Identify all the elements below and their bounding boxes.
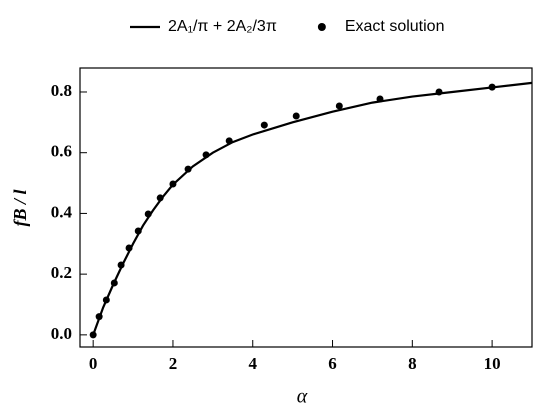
point bbox=[89, 331, 97, 339]
point bbox=[156, 194, 164, 202]
x-tick-label: 8 bbox=[408, 354, 417, 373]
y-tick-label: 0.6 bbox=[51, 142, 72, 161]
legend-dot bbox=[317, 23, 326, 31]
y-tick-label: 0.4 bbox=[51, 202, 73, 221]
point bbox=[125, 244, 133, 252]
y-tick-label: 0.8 bbox=[51, 81, 72, 100]
point bbox=[117, 261, 125, 269]
point bbox=[488, 83, 496, 91]
x-tick-label: 0 bbox=[89, 354, 98, 373]
y-axis-label: fB / l bbox=[10, 189, 30, 226]
x-tick-label: 6 bbox=[328, 354, 337, 373]
point bbox=[110, 279, 118, 287]
point bbox=[102, 296, 110, 304]
x-axis-label: α bbox=[297, 386, 308, 408]
x-tick-label: 2 bbox=[169, 354, 178, 373]
point bbox=[335, 102, 343, 110]
point bbox=[169, 180, 177, 188]
point bbox=[202, 151, 210, 159]
curve bbox=[92, 81, 533, 336]
point bbox=[260, 121, 268, 129]
point bbox=[95, 313, 103, 321]
point bbox=[376, 95, 384, 103]
plot-frame bbox=[79, 67, 533, 348]
y-tick-label: 0.2 bbox=[51, 263, 72, 282]
point bbox=[144, 210, 152, 218]
point bbox=[435, 88, 443, 96]
point bbox=[184, 165, 192, 173]
point bbox=[225, 137, 233, 145]
point bbox=[134, 227, 142, 235]
x-tick-label: 10 bbox=[484, 354, 501, 373]
legend-label: Exact solution bbox=[345, 18, 445, 35]
y-tick-label: 0.0 bbox=[51, 324, 72, 343]
x-tick-label: 4 bbox=[248, 354, 257, 373]
legend-label: 2A₁/π + 2A₂/3π bbox=[168, 18, 277, 35]
point bbox=[292, 112, 300, 120]
